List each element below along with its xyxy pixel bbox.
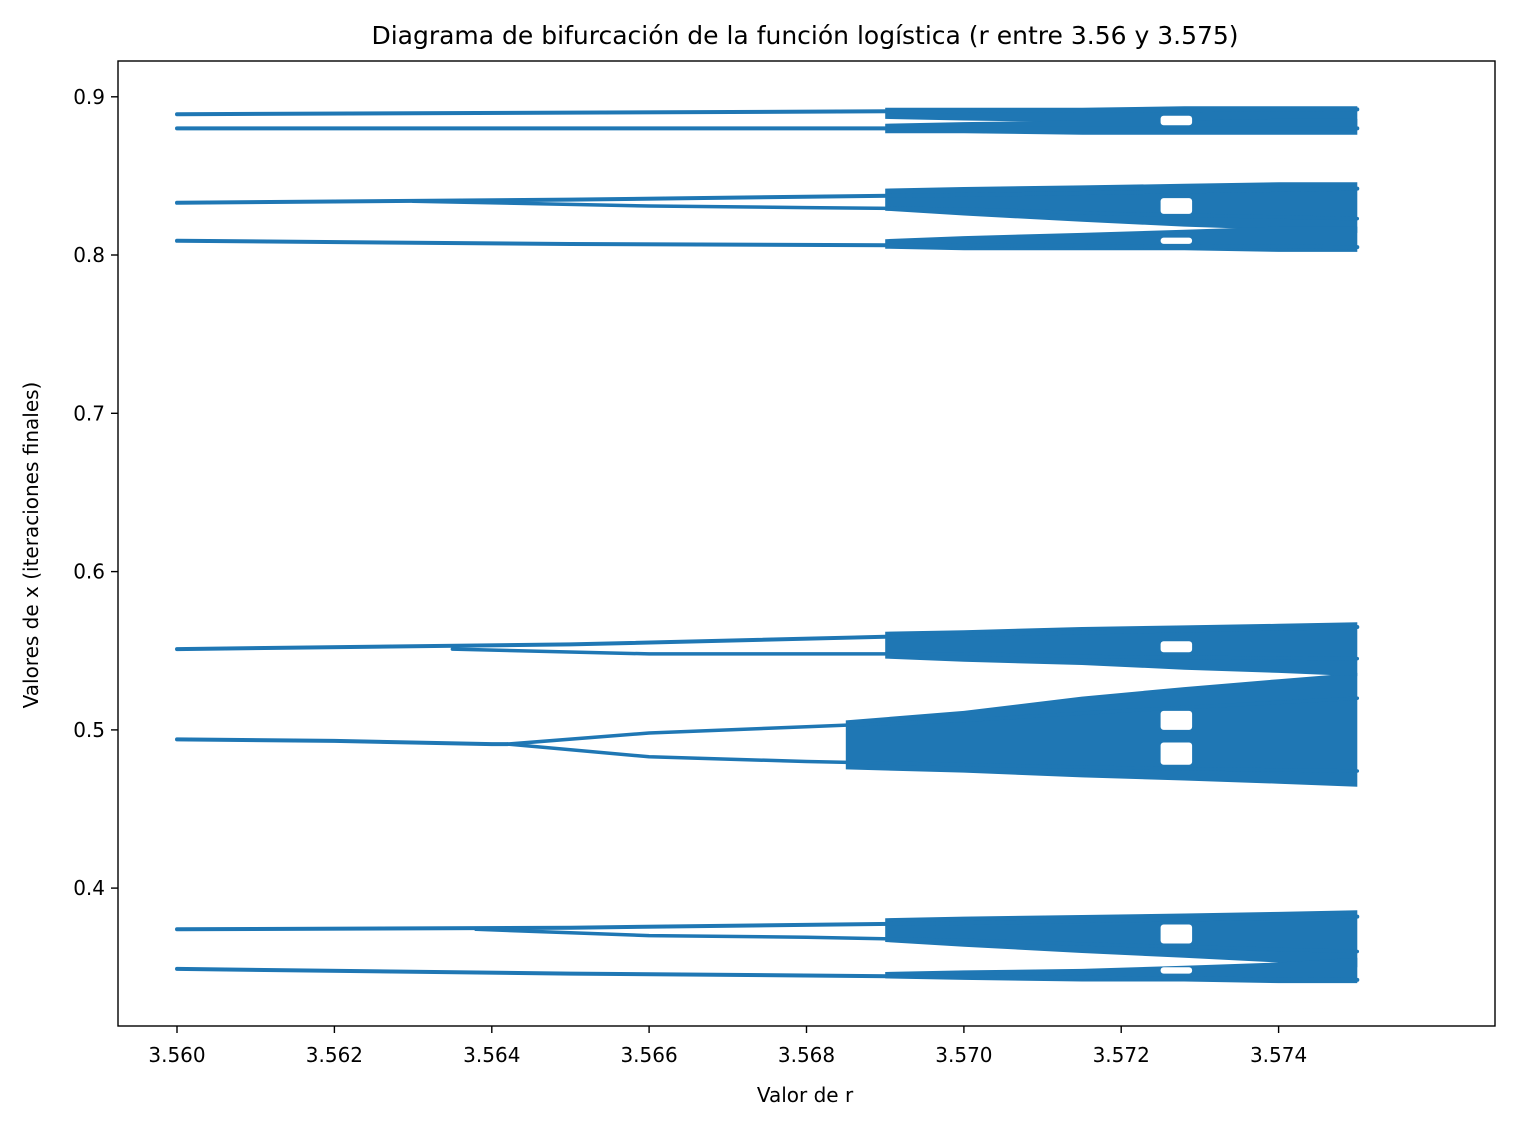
- window-gap-4: [1160, 198, 1193, 214]
- chaotic-band-1: [845, 672, 1358, 787]
- period8-branch-7: [175, 914, 1360, 932]
- chaotic-band-5: [885, 910, 1358, 968]
- period8-branch-4: [175, 238, 1360, 250]
- chaotic-bands: [845, 106, 1358, 984]
- y-tick-label: 0.4: [73, 876, 105, 900]
- period8-branch-1: [175, 107, 1360, 117]
- period8-branch-6: [175, 737, 510, 747]
- x-tick-label: 3.572: [1093, 1043, 1150, 1067]
- periodic-branches: [175, 107, 1360, 982]
- y-axis-label: Valores de x (iteraciones finales): [19, 382, 43, 709]
- period16-branch-1: [505, 696, 1360, 746]
- x-tick-label: 3.570: [935, 1043, 992, 1067]
- periodic-windows: [1160, 115, 1193, 974]
- x-tick-label: 3.568: [778, 1043, 835, 1067]
- window-gap-2: [1160, 742, 1193, 765]
- x-axis-ticks: 3.560 3.562 3.564 3.566 3.568 3.570 3.572 3.574: [148, 1026, 1307, 1067]
- chart-title: Diagrama de bifurcación de la función lo…: [371, 21, 1238, 50]
- x-tick-label: 3.564: [463, 1043, 520, 1067]
- x-tick-label: 3.560: [148, 1043, 205, 1067]
- window-gap-1: [1160, 710, 1193, 730]
- periodic-window-1: [1160, 115, 1193, 974]
- period16-branch-5: [411, 199, 1360, 221]
- x-axis-label: Valor de r: [757, 1083, 854, 1107]
- period16-branch-2: [505, 742, 1360, 773]
- window-gap-7: [1160, 967, 1193, 974]
- y-tick-label: 0.8: [73, 243, 105, 267]
- window-gap-6: [1160, 924, 1193, 944]
- period16-branch-3: [450, 647, 1360, 661]
- x-tick-label: 3.566: [620, 1043, 677, 1067]
- window-gap-8: [1160, 115, 1193, 126]
- y-axis-ticks: 0.4 0.5 0.6 0.7 0.8 0.9: [73, 85, 118, 900]
- y-tick-label: 0.9: [73, 85, 105, 109]
- window-gap-5: [1160, 237, 1193, 244]
- y-tick-label: 0.6: [73, 560, 105, 584]
- y-tick-label: 0.5: [73, 718, 105, 742]
- plot-area: [175, 106, 1360, 984]
- period8-branch-5: [175, 625, 1360, 652]
- period8-branch-3: [175, 186, 1360, 205]
- period16-branch-4: [474, 927, 1360, 954]
- window-gap-3: [1160, 641, 1193, 653]
- y-tick-label: 0.7: [73, 401, 105, 425]
- x-tick-label: 3.574: [1250, 1043, 1307, 1067]
- period8-branch-8: [175, 966, 1360, 982]
- x-tick-label: 3.562: [306, 1043, 363, 1067]
